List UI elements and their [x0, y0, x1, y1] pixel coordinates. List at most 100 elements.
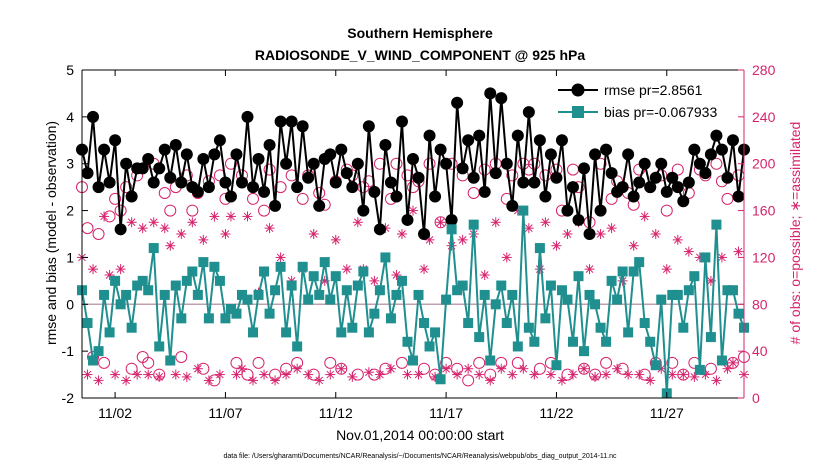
asterisk-stroke	[83, 370, 92, 379]
asterisk-stroke	[182, 373, 191, 381]
rmse-marker	[566, 181, 579, 194]
obs-possible-marker	[241, 368, 254, 381]
legend-bias-label: bias pr=-0.067933	[604, 104, 717, 120]
rmse-marker	[324, 148, 337, 161]
obs-assimilated-marker	[281, 369, 292, 380]
obs-possible-marker	[671, 163, 684, 176]
bias-marker	[424, 341, 435, 352]
asterisk-stroke	[260, 370, 268, 379]
bias-marker	[270, 285, 281, 296]
obs-assimilated-marker	[606, 223, 617, 234]
bias-marker	[286, 280, 297, 291]
rmse-marker	[158, 143, 171, 156]
bias-marker	[281, 327, 292, 338]
asterisk-stroke	[342, 265, 351, 273]
obs-assimilated-marker	[303, 369, 314, 380]
y-right-tick-label: 160	[752, 203, 776, 219]
rmse-marker	[147, 176, 160, 189]
bias-marker	[567, 336, 578, 347]
y-left-tick-label: -1	[62, 343, 75, 359]
rmse-marker	[660, 185, 673, 198]
rmse-marker	[164, 171, 177, 184]
rmse-marker	[434, 143, 447, 156]
obs-assimilated-marker	[325, 369, 336, 380]
bias-marker	[314, 289, 325, 300]
asterisk-stroke	[591, 373, 599, 381]
rmse-marker	[302, 171, 315, 184]
rmse-marker	[550, 171, 563, 184]
bias-marker	[683, 285, 694, 296]
bias-marker	[512, 341, 523, 352]
obs-assimilated-marker	[275, 252, 286, 263]
asterisk-stroke	[524, 224, 533, 232]
rmse-marker	[489, 167, 502, 180]
bias-marker	[727, 285, 738, 296]
rmse-marker	[539, 190, 552, 203]
asterisk-stroke	[111, 370, 119, 379]
bias-marker	[121, 289, 132, 300]
bias-marker	[430, 327, 441, 338]
rmse-marker	[440, 157, 453, 170]
rmse-marker	[296, 120, 309, 133]
obs-possible-marker	[726, 356, 739, 369]
rmse-marker	[87, 110, 100, 123]
rmse-marker	[307, 157, 320, 170]
obs-possible-marker	[263, 163, 276, 176]
obs-assimilated-marker	[259, 369, 270, 380]
bias-marker	[341, 285, 352, 296]
bias-marker	[198, 257, 209, 268]
obs-assimilated-marker	[667, 369, 678, 380]
obs-assimilated-marker	[270, 375, 281, 386]
rmse-marker	[693, 157, 706, 170]
asterisk-stroke	[508, 370, 517, 379]
obs-possible-marker	[92, 228, 105, 240]
asterisk-stroke	[365, 368, 373, 377]
rmse-marker	[467, 171, 480, 184]
obs-assimilated-marker	[165, 240, 176, 251]
rmse-marker	[423, 129, 436, 142]
bias-marker	[529, 336, 540, 347]
bias-marker	[242, 294, 253, 305]
axes: 11/02 11/07 11/12 11/17 11/22 11/27 -2 -1 0 1 2 3 4 5…	[62, 62, 776, 421]
obs-assimilated-marker	[110, 369, 121, 380]
rmse-marker	[622, 148, 635, 161]
obs-assimilated-marker	[628, 240, 639, 251]
obs-possible-marker	[158, 187, 171, 199]
asterisk-stroke	[243, 212, 252, 221]
bias-marker	[716, 355, 727, 366]
obs-assimilated-marker	[187, 217, 198, 228]
bias-marker	[562, 294, 573, 305]
bias-marker	[170, 280, 181, 291]
rmse-marker	[732, 190, 745, 203]
asterisk-stroke	[651, 230, 660, 238]
obs-assimilated-marker	[225, 211, 236, 222]
rmse-marker	[484, 87, 497, 100]
bias-marker	[645, 336, 656, 347]
obs-possible-marker	[704, 362, 717, 375]
bias-marker	[319, 257, 330, 268]
obs-assimilated-marker	[595, 229, 606, 239]
bias-marker	[628, 266, 639, 277]
bias-marker	[623, 327, 634, 338]
obs-assimilated-marker	[672, 234, 683, 245]
data-file-footnote: data file: /Users/gharamti/Documents/NCA…	[223, 453, 617, 460]
bias-marker	[165, 355, 176, 366]
obs-assimilated-marker	[485, 375, 496, 386]
rmse-marker	[500, 157, 513, 170]
obs-possible-marker	[125, 362, 138, 375]
asterisk-stroke	[105, 271, 114, 279]
asterisk-stroke	[249, 376, 257, 385]
obs-assimilated-marker	[363, 367, 374, 378]
asterisk-stroke	[144, 370, 153, 379]
rmse-marker	[555, 134, 568, 147]
rmse-marker	[252, 153, 265, 166]
rmse-marker	[522, 106, 535, 119]
rmse-marker	[699, 167, 712, 180]
obs-assimilated-marker	[308, 229, 319, 239]
asterisk-stroke	[734, 247, 743, 256]
rmse-marker	[677, 195, 690, 208]
obs-assimilated-marker	[143, 369, 154, 380]
obs-assimilated-marker	[501, 252, 512, 263]
obs-assimilated-marker	[678, 369, 689, 380]
obs-assimilated-marker	[413, 369, 424, 380]
